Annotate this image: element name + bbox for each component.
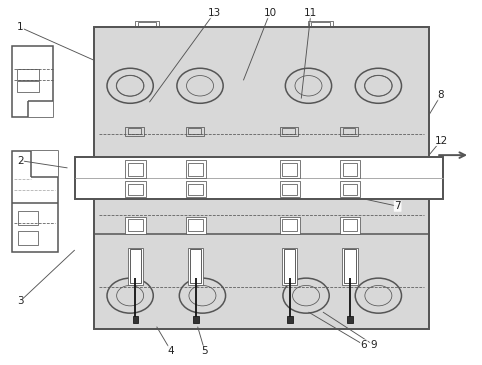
Bar — [12, 151, 58, 252]
Text: 4: 4 — [168, 346, 174, 356]
Bar — [188, 247, 203, 285]
Bar — [343, 128, 355, 134]
Bar — [17, 69, 40, 80]
Bar — [75, 157, 443, 199]
Bar — [186, 217, 206, 234]
Text: 13: 13 — [208, 8, 221, 18]
Bar — [138, 22, 156, 26]
Bar — [282, 128, 295, 134]
Bar — [340, 181, 360, 197]
Bar — [188, 184, 203, 195]
Bar — [128, 247, 143, 285]
Bar — [186, 127, 204, 136]
Text: 1: 1 — [17, 22, 24, 32]
Bar — [17, 81, 40, 92]
Bar — [130, 249, 141, 283]
Bar — [284, 249, 295, 283]
Bar — [28, 101, 53, 117]
Bar — [343, 162, 357, 176]
Bar — [31, 151, 58, 177]
Bar — [94, 195, 429, 328]
Bar — [186, 160, 206, 178]
Text: 12: 12 — [434, 135, 448, 146]
Bar — [308, 21, 333, 27]
Bar — [188, 219, 203, 231]
Text: 8: 8 — [438, 90, 444, 100]
Bar — [94, 195, 429, 328]
Text: 11: 11 — [304, 8, 318, 18]
Bar — [280, 181, 300, 197]
Text: 2: 2 — [17, 155, 24, 166]
Bar — [190, 249, 201, 283]
Bar — [343, 219, 357, 231]
Bar — [280, 127, 298, 136]
Bar — [344, 249, 356, 283]
Bar — [340, 127, 358, 136]
Bar — [125, 127, 144, 136]
Bar — [280, 160, 300, 178]
Bar — [128, 162, 143, 176]
Text: 9: 9 — [370, 340, 377, 350]
Bar — [125, 160, 146, 178]
Bar — [282, 184, 297, 195]
Bar — [282, 219, 297, 231]
Bar — [18, 231, 39, 245]
Bar — [75, 157, 443, 199]
Bar — [287, 316, 293, 323]
Text: 3: 3 — [17, 296, 24, 306]
Bar — [343, 184, 357, 195]
Bar — [340, 160, 360, 178]
Bar — [135, 21, 159, 27]
Bar — [193, 316, 199, 323]
Bar — [128, 184, 143, 195]
Bar — [186, 181, 206, 197]
Bar — [128, 128, 141, 134]
Bar — [342, 247, 358, 285]
Text: 5: 5 — [201, 346, 208, 356]
Bar — [133, 316, 138, 323]
Bar — [18, 211, 39, 225]
Bar — [125, 217, 146, 234]
Bar — [188, 128, 201, 134]
Bar — [94, 27, 429, 159]
Text: 7: 7 — [394, 201, 401, 211]
Bar — [280, 217, 300, 234]
Bar — [311, 22, 330, 26]
Bar — [12, 46, 53, 117]
Text: 6: 6 — [361, 340, 367, 350]
Bar — [282, 162, 297, 176]
Bar — [188, 162, 203, 176]
Bar — [282, 247, 297, 285]
Bar — [128, 219, 143, 231]
Bar — [125, 181, 146, 197]
Bar — [340, 217, 360, 234]
Bar — [347, 316, 353, 323]
Bar — [94, 27, 429, 159]
Text: 10: 10 — [263, 8, 277, 18]
